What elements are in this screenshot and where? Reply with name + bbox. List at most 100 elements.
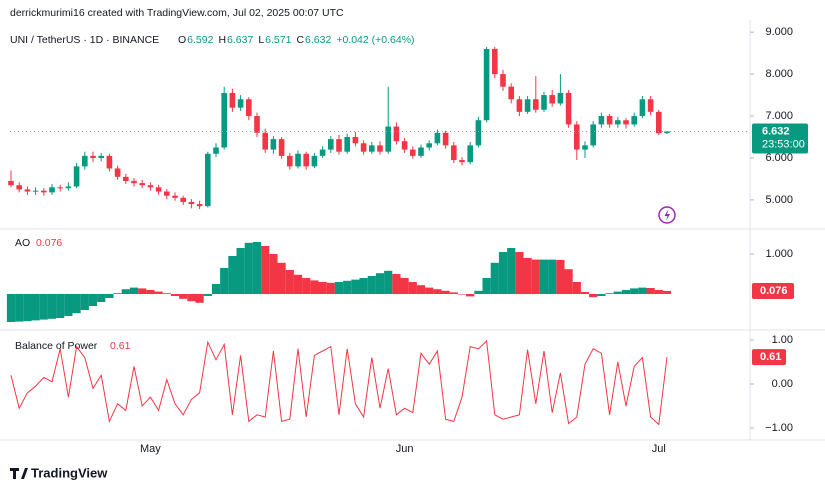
candle-body <box>336 139 342 152</box>
ao-bar <box>416 285 426 294</box>
candle-body <box>246 99 252 117</box>
ao-bar <box>211 284 221 294</box>
x-tick-label: Jun <box>396 443 414 455</box>
candle-body <box>278 139 285 156</box>
ao-bar <box>56 294 65 318</box>
ao-bar <box>121 289 130 294</box>
ao-bar <box>408 282 417 294</box>
ao-bar <box>293 274 303 294</box>
ao-bar <box>326 282 335 294</box>
ao-bar <box>236 248 245 294</box>
ao-bar <box>662 290 672 294</box>
ao-bar <box>97 294 106 302</box>
legend-change: +0.042 (+0.64%) <box>336 34 414 46</box>
candle-body <box>533 99 539 110</box>
ao-bar <box>203 294 212 296</box>
candle-body <box>442 132 449 146</box>
candle-body <box>549 95 555 104</box>
legend-key: O <box>178 34 186 46</box>
ao-bar <box>261 246 270 294</box>
ao-bar <box>269 254 278 294</box>
candle-body <box>303 153 309 167</box>
candle-body <box>287 155 293 167</box>
candle-body <box>664 131 670 134</box>
legend-value: 6.637 <box>227 34 253 46</box>
credit: derrickmurimi16 created with TradingView… <box>10 7 344 19</box>
y-tick-label: 1.00 <box>772 334 793 346</box>
ao-bar <box>507 248 516 294</box>
ao-bar <box>564 269 573 294</box>
candle-body <box>155 187 162 192</box>
candle-body <box>360 143 367 152</box>
ao-bar <box>482 278 491 294</box>
ao-bar <box>490 262 499 294</box>
candle-body <box>492 48 498 75</box>
candle-body <box>172 195 178 198</box>
ao-bar <box>646 288 655 294</box>
ao-title: AO <box>15 237 30 249</box>
candle-body <box>328 139 334 150</box>
candle-body <box>615 120 621 125</box>
ao-bar <box>441 290 450 294</box>
y-tick-label: 8.000 <box>765 68 793 80</box>
candle-body <box>508 86 514 100</box>
candle-body <box>49 187 55 193</box>
ao-bar <box>146 290 155 294</box>
ao-bar <box>105 294 114 298</box>
candle-body <box>410 149 416 156</box>
candle-body <box>598 116 605 125</box>
candle-body <box>582 145 588 150</box>
ao-bar <box>195 294 204 303</box>
candle-body <box>131 181 137 184</box>
candle-body <box>500 74 506 87</box>
legend-key: L <box>258 34 264 46</box>
candle-body <box>393 126 400 142</box>
ao-bar <box>466 294 475 297</box>
ao-bar <box>605 293 614 294</box>
ao-bar <box>367 276 376 294</box>
ao-bar <box>375 273 385 294</box>
ao-bar <box>548 259 557 294</box>
bop-box <box>752 349 786 366</box>
ao-bar <box>572 282 581 294</box>
candle-body <box>434 132 441 144</box>
candle-body <box>565 92 572 125</box>
candle-body <box>311 155 318 167</box>
ao-bar <box>15 294 24 322</box>
candle-body <box>606 116 613 125</box>
ao-bar <box>244 242 253 294</box>
ao-bar <box>39 294 48 320</box>
ao-bar <box>23 294 32 322</box>
candle-body <box>451 145 457 161</box>
ao-bar <box>252 242 262 294</box>
candle-body <box>254 116 260 133</box>
ao-bar <box>556 260 565 294</box>
ao-bar <box>400 278 409 294</box>
candle-body <box>8 181 14 186</box>
candle-body <box>418 147 424 156</box>
ao-bar <box>187 294 196 302</box>
bop-line <box>10 339 668 426</box>
ao-bar <box>433 289 442 294</box>
candle-body <box>147 185 154 188</box>
ao-bar <box>220 268 229 294</box>
candle-body <box>262 132 268 150</box>
ao-bar <box>630 288 639 294</box>
bop-box-value: 0.61 <box>760 351 781 363</box>
candle-body <box>16 185 22 190</box>
ao-bar <box>589 294 598 298</box>
ao-bar <box>31 294 40 321</box>
candle-body <box>475 120 482 146</box>
ao-bar <box>64 294 73 316</box>
legend-value: 6.571 <box>265 34 291 46</box>
candle-body <box>656 111 662 134</box>
ohlc-legend: O 6.592 H 6.637 L 6.571 C 6.632 +0.042 (+0.64%) <box>178 34 415 46</box>
y-tick-label: 7.000 <box>765 110 793 122</box>
candle-body <box>106 155 113 169</box>
y-tick-label: 6.000 <box>765 152 793 164</box>
legend-key: C <box>296 34 304 46</box>
candle-body <box>524 99 531 112</box>
candle-body <box>647 99 654 112</box>
